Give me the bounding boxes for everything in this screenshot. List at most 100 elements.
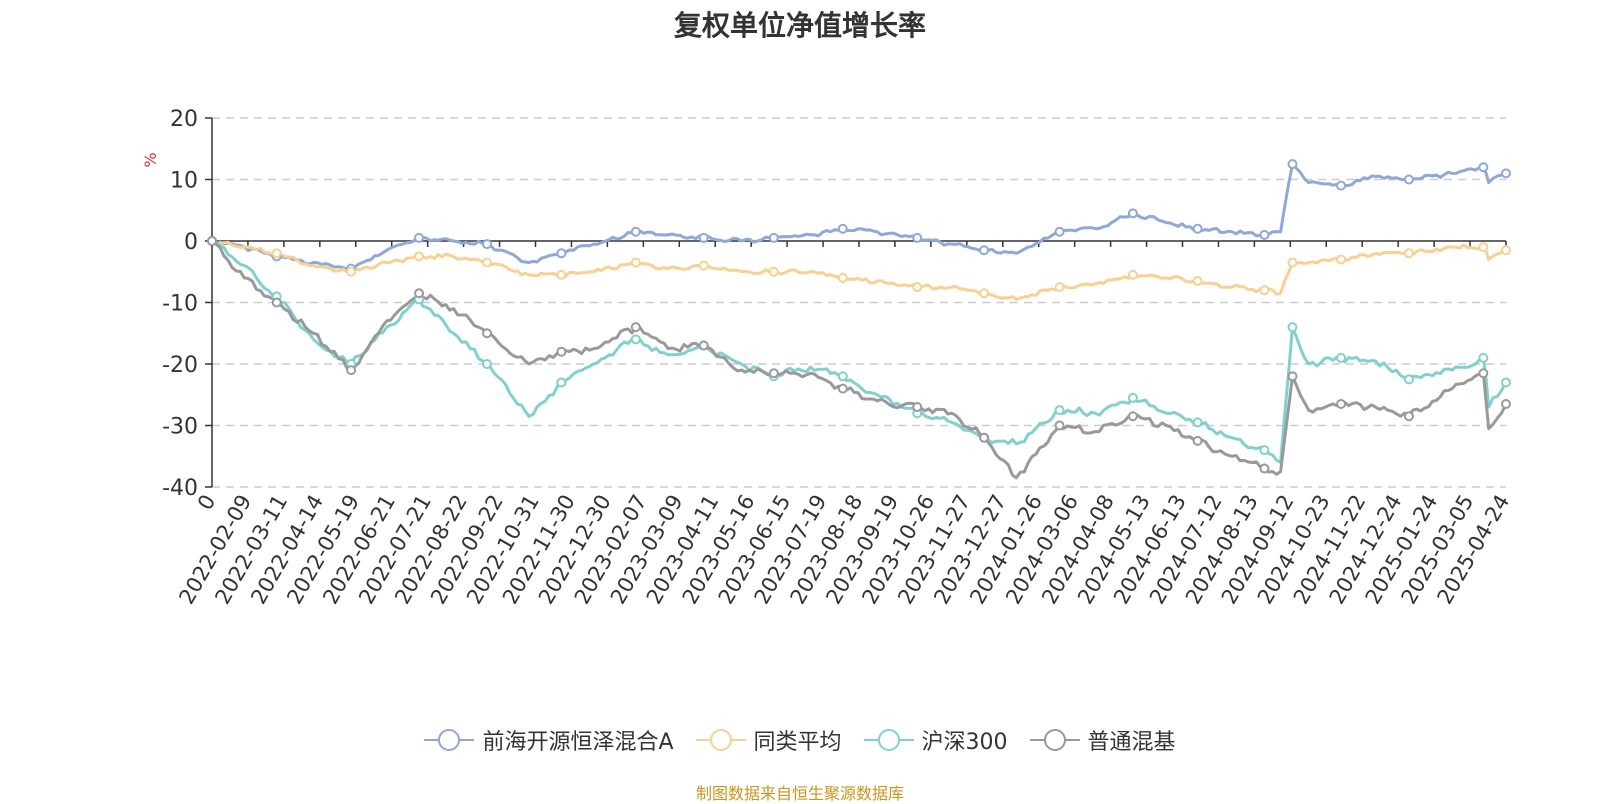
series-lines (211, 162, 1508, 480)
series-marker (1054, 226, 1065, 237)
series-marker (1501, 168, 1511, 179)
series-marker (1403, 374, 1414, 385)
series-marker (414, 251, 425, 262)
y-tick-label: -40 (162, 476, 198, 501)
series-marker (698, 232, 709, 243)
series-marker (414, 288, 425, 299)
series-marker (1192, 417, 1203, 428)
series-line (211, 239, 1508, 464)
series-marker (630, 322, 641, 333)
chart-title: 复权单位净值增长率 (673, 9, 926, 42)
y-tick-label: 10 (170, 169, 198, 194)
series-marker (768, 368, 779, 379)
series-marker (556, 346, 567, 357)
series-marker (346, 266, 357, 277)
series-marker (1287, 322, 1298, 333)
series-marker (979, 288, 990, 299)
source-note: 制图数据来自恒生聚源数据库 (695, 784, 904, 803)
series-marker (630, 226, 641, 237)
series-marker (768, 232, 779, 243)
series-marker (1127, 269, 1138, 280)
series-marker (837, 383, 848, 394)
legend-label: 前海开源恒泽混合A (482, 730, 674, 755)
legend-label: 沪深300 (921, 730, 1008, 755)
series-marker (768, 266, 779, 277)
series-marker (1478, 368, 1489, 379)
series-marker (1478, 242, 1489, 253)
gridlines (212, 117, 1506, 488)
y-axis-unit-label: % (141, 152, 160, 167)
series-marker (1501, 377, 1511, 388)
legend-label: 普通混基 (1087, 730, 1176, 755)
series-marker (1336, 180, 1347, 191)
series-marker (1054, 282, 1065, 293)
y-tick-label: 0 (184, 230, 198, 255)
series-marker (630, 334, 641, 345)
series-marker (1403, 411, 1414, 422)
legend-swatch-icon (863, 729, 914, 751)
x-tick-label: 0 (193, 491, 220, 515)
series-marker (1259, 445, 1270, 456)
series-marker (1478, 352, 1489, 363)
series-marker (1501, 245, 1511, 256)
series-markers (207, 159, 1511, 474)
legend-item[interactable]: 前海开源恒泽混合A (424, 724, 674, 756)
series-marker (1287, 159, 1298, 170)
series-marker (979, 432, 990, 443)
legend: 前海开源恒泽混合A 同类平均 沪深300 普通混基 (0, 720, 1600, 760)
legend-item[interactable]: 沪深300 (863, 724, 1008, 756)
series-marker (1259, 229, 1270, 240)
series-marker (630, 257, 641, 268)
series-marker (1192, 275, 1203, 286)
series-marker (481, 239, 492, 250)
y-tick-label: 20 (170, 107, 198, 132)
series-marker (556, 377, 567, 388)
legend-swatch-icon (695, 729, 746, 751)
series-marker (1287, 257, 1298, 268)
series-marker (1192, 223, 1203, 234)
series-marker (481, 328, 492, 339)
series-marker (1127, 392, 1138, 403)
series-marker (1336, 352, 1347, 363)
series-marker (1336, 398, 1347, 409)
series-line (211, 239, 1508, 480)
series-marker (346, 365, 357, 376)
series-marker (556, 269, 567, 280)
series-marker (1192, 435, 1203, 446)
series-marker (1403, 174, 1414, 185)
series-marker (1054, 420, 1065, 431)
series-marker (1054, 405, 1065, 416)
series-marker (481, 257, 492, 268)
series-marker (1336, 254, 1347, 265)
series-marker (271, 297, 282, 308)
series-marker (414, 232, 425, 243)
series-marker (1287, 371, 1298, 382)
legend-swatch-icon (1029, 729, 1080, 751)
series-marker (698, 340, 709, 351)
series-marker (837, 223, 848, 234)
series-marker (912, 232, 923, 243)
series-marker (481, 359, 492, 369)
series-marker (912, 402, 923, 413)
series-marker (271, 248, 282, 259)
y-tick-label: -20 (162, 353, 198, 378)
legend-item[interactable]: 同类平均 (695, 724, 842, 756)
series-marker (1127, 208, 1138, 219)
series-line (211, 239, 1507, 301)
series-marker (698, 260, 709, 271)
series-marker (837, 371, 848, 382)
y-tick-label: -10 (162, 292, 198, 317)
series-marker (1259, 285, 1270, 296)
series-marker (207, 236, 217, 246)
series-marker (912, 282, 923, 293)
series-marker (556, 248, 567, 259)
series-marker (1403, 248, 1414, 259)
legend-swatch-icon (424, 729, 475, 751)
series-marker (1259, 463, 1270, 474)
legend-item[interactable]: 普通混基 (1029, 724, 1176, 756)
series-marker (837, 272, 848, 283)
series-marker (1501, 398, 1511, 409)
series-marker (1127, 411, 1138, 422)
y-tick-label: -30 (162, 415, 198, 440)
